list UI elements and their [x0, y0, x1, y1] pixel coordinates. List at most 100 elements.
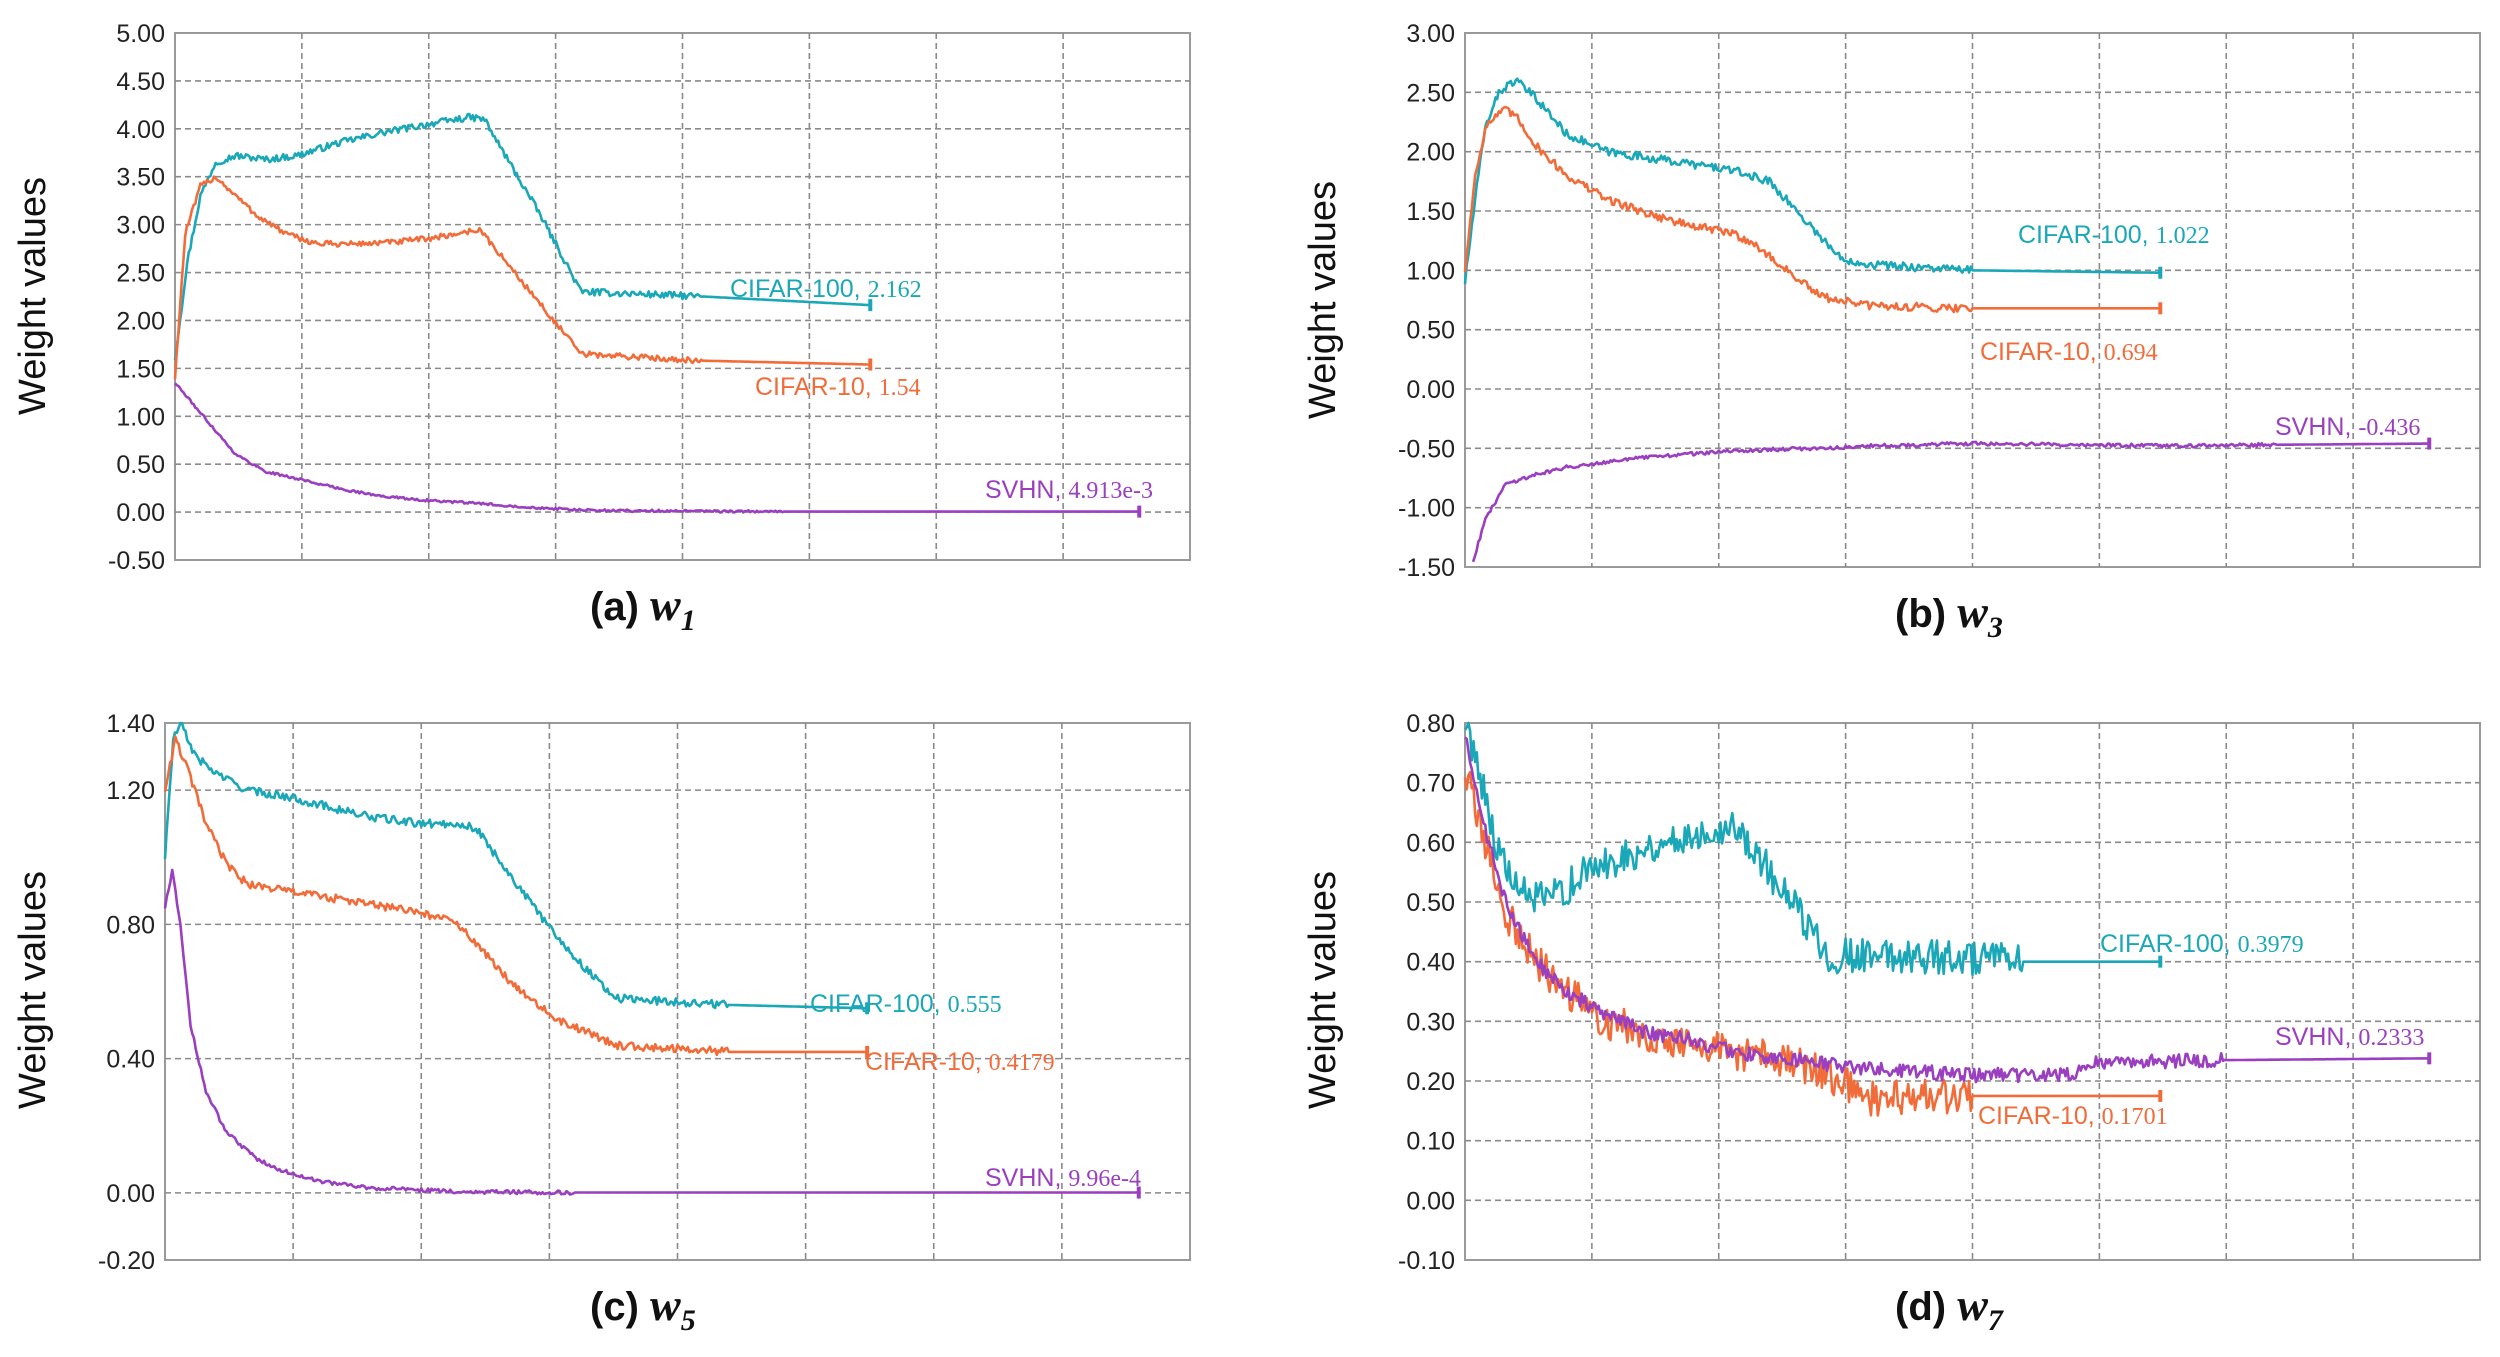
y-tick-label: 1.40 — [106, 710, 155, 738]
y-tick-label: 0.20 — [1406, 1068, 1455, 1096]
y-tick-label: 2.00 — [1406, 139, 1455, 167]
y-tick-label: -0.20 — [98, 1247, 155, 1275]
y-tick-label: 0.00 — [1406, 376, 1455, 404]
series-line-svhn — [1464, 736, 2430, 1084]
y-tick-label: 0.30 — [1406, 1008, 1455, 1036]
series-line-svhn — [174, 382, 1140, 514]
series-label-svhn: SVHN, -0.436 — [2275, 413, 2420, 441]
y-tick-label: 2.50 — [116, 260, 165, 288]
y-axis-label: Weight values — [1302, 871, 1344, 1109]
y-tick-label: 4.00 — [116, 116, 165, 144]
series-label-name: SVHN, — [2275, 413, 2358, 441]
y-tick-label: 0.80 — [106, 911, 155, 939]
caption-prefix: (c) — [590, 1285, 650, 1329]
panel-caption-b: (b) w3 — [1895, 586, 2003, 644]
series-label-value: 0.4179 — [989, 1050, 1055, 1076]
y-tick-label: 0.50 — [1406, 317, 1455, 345]
series-label-value: 1.022 — [2156, 223, 2210, 249]
y-tick-label: -0.50 — [1398, 435, 1455, 463]
caption-variable: w — [1957, 1279, 1988, 1330]
panel-caption-c: (c) w5 — [590, 1279, 696, 1337]
series-label-cifar100: CIFAR-100, 1.022 — [2018, 221, 2210, 249]
y-tick-label: 0.60 — [1406, 829, 1455, 857]
series-label-cifar10: CIFAR-10, 0.4179 — [865, 1048, 1055, 1076]
series-label-name: SVHN, — [985, 1164, 1068, 1192]
y-tick-label: 0.50 — [1406, 889, 1455, 917]
y-tick-label: 0.00 — [116, 499, 165, 527]
series-label-name: CIFAR-100, — [2018, 221, 2156, 249]
series-line-cifar100 — [1463, 721, 2161, 977]
y-tick-label: 0.50 — [116, 451, 165, 479]
y-tick-label: 1.00 — [1406, 257, 1455, 285]
series-label-cifar10: CIFAR-10, 0.1701 — [1978, 1102, 2168, 1130]
y-tick-label: 1.00 — [116, 403, 165, 431]
caption-prefix: (d) — [1895, 1285, 1957, 1329]
panel-b: 3.00 2.50 2.00 1.50 1.00 0.50 0.00 -0.50 -1.00 -1… — [1302, 20, 2481, 644]
series-label-svhn: SVHN, 4.913e-3 — [985, 476, 1153, 504]
caption-variable: w — [650, 1279, 681, 1330]
y-tick-label: 0.80 — [1406, 710, 1455, 738]
series-line-svhn — [163, 868, 1139, 1196]
series-label-value: 4.913e-3 — [1068, 478, 1153, 504]
y-tick-label: 0.00 — [106, 1180, 155, 1208]
series-label-name: CIFAR-10, — [1978, 1102, 2102, 1130]
y-tick-label: 0.40 — [106, 1046, 155, 1074]
series-label-name: CIFAR-100, — [730, 275, 868, 303]
caption-prefix: (b) — [1895, 592, 1957, 636]
y-tick-label: 4.50 — [116, 68, 165, 96]
series-label-value: 0.555 — [948, 992, 1002, 1018]
series-line-svhn — [1471, 440, 2430, 563]
series-label-cifar100: CIFAR-100, 0.555 — [810, 990, 1002, 1018]
series-label-value: 2.162 — [868, 277, 922, 303]
caption-subscript: 5 — [681, 1304, 696, 1337]
series-line-cifar10 — [173, 175, 871, 380]
series-label-cifar10: CIFAR-10, 0.694 — [1980, 338, 2158, 366]
y-tick-label: 5.00 — [116, 20, 165, 48]
caption-subscript: 3 — [1987, 611, 2003, 644]
series-line-cifar10 — [1463, 105, 2161, 314]
series-label-svhn: SVHN, 0.2333 — [2275, 1023, 2424, 1051]
caption-variable: w — [1957, 586, 1988, 637]
series-label-name: SVHN, — [2275, 1023, 2358, 1051]
series-label-value: 0.2333 — [2358, 1025, 2424, 1051]
y-tick-label: 2.50 — [1406, 79, 1455, 107]
series-label-name: CIFAR-100, — [2100, 930, 2238, 958]
series-line-cifar100 — [163, 721, 868, 1010]
series-label-name: CIFAR-10, — [1980, 338, 2104, 366]
y-tick-label: 1.50 — [1406, 198, 1455, 226]
series-label-cifar100: CIFAR-100, 2.162 — [730, 275, 922, 303]
series-label-value: -0.436 — [2358, 415, 2420, 441]
y-tick-label: 1.20 — [106, 777, 155, 805]
panel-d: 0.80 0.70 0.60 0.50 0.40 0.30 0.20 0.10 0.00 -0.1… — [1302, 710, 2481, 1337]
y-tick-label: 3.00 — [116, 212, 165, 240]
caption-variable: w — [650, 579, 681, 630]
series-line-cifar100 — [1463, 77, 2161, 285]
series-line-cifar10 — [163, 735, 868, 1057]
series-label-value: 0.3979 — [2238, 932, 2304, 958]
series-label-name: CIFAR-100, — [810, 990, 948, 1018]
y-tick-label: -1.50 — [1398, 554, 1455, 582]
series-line-cifar100 — [173, 112, 871, 361]
y-tick-label: -0.10 — [1398, 1247, 1455, 1275]
y-tick-label: 1.50 — [116, 355, 165, 383]
y-axis-label: Weight values — [12, 177, 54, 415]
plot-area-d — [1464, 722, 2481, 1261]
series-label-svhn: SVHN, 9.96e-4 — [985, 1164, 1141, 1192]
y-tick-label: 0.70 — [1406, 770, 1455, 798]
series-label-value: 1.54 — [879, 375, 921, 401]
series-label-cifar100: CIFAR-100, 0.3979 — [2100, 930, 2304, 958]
panel-caption-d: (d) w7 — [1895, 1279, 2004, 1337]
series-label-value: 9.96e-4 — [1068, 1166, 1141, 1192]
series-label-name: CIFAR-10, — [755, 373, 879, 401]
series-label-value: 0.1701 — [2102, 1104, 2168, 1130]
caption-subscript: 7 — [1988, 1304, 2004, 1337]
series-label-name: CIFAR-10, — [865, 1048, 989, 1076]
y-tick-label: 3.50 — [116, 164, 165, 192]
y-tick-label: 0.40 — [1406, 949, 1455, 977]
y-tick-label: 2.00 — [116, 307, 165, 335]
caption-subscript: 1 — [681, 604, 696, 637]
series-label-value: 0.694 — [2104, 340, 2158, 366]
panel-a: 5.00 4.50 4.00 3.50 3.00 2.50 2.00 1.50 1.00 0.50… — [12, 20, 1191, 637]
y-tick-label: 3.00 — [1406, 20, 1455, 48]
